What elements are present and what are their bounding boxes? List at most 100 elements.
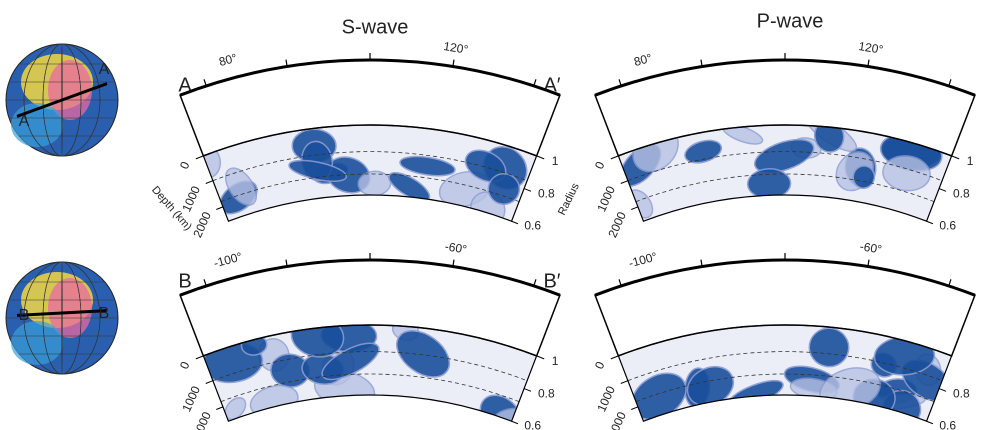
radius-tick-label: 0.8 (953, 186, 970, 200)
dashed-depth (627, 351, 943, 382)
longitude-tick (700, 59, 703, 67)
longitude-tick (203, 79, 207, 87)
depth-tick-label: 1000 (179, 384, 203, 414)
longitude-tick (452, 59, 455, 67)
radius-tick-label: 0.6 (939, 219, 956, 233)
longitude-label: 80° (632, 51, 653, 69)
longitude-tick (948, 79, 952, 87)
meridian (23, 43, 101, 157)
longitude-tick (533, 279, 537, 287)
longitude-label: 120° (442, 39, 469, 57)
meridian (23, 261, 101, 375)
anomaly (808, 327, 850, 368)
depth-tick (610, 155, 619, 160)
column-title: P-wave (757, 10, 824, 32)
depth-tick (205, 180, 214, 184)
anomaly (882, 155, 931, 192)
section-start: B (178, 270, 191, 292)
depth-tick (216, 206, 224, 210)
radius-tick (536, 155, 545, 160)
depth-tick (631, 406, 639, 410)
depth-tick-label: 0 (177, 159, 193, 171)
longitude-label: 120° (857, 39, 884, 57)
dashed-depth (627, 151, 943, 182)
longitude-tick (285, 59, 288, 67)
longitude-label: 80° (217, 51, 238, 69)
radius-axis-label: Radius (556, 181, 582, 217)
ocean (11, 321, 63, 365)
globe: AA (5, 43, 119, 157)
radius-tick-label: 0.6 (939, 419, 956, 430)
longitude-label: -100° (627, 249, 659, 270)
section-outline (202, 124, 538, 223)
dashed-depth (212, 151, 528, 182)
dashed-depth (212, 351, 528, 382)
anomaly (321, 342, 380, 381)
depth-tick (620, 380, 629, 384)
anomalies (619, 124, 943, 219)
radius-tick (523, 388, 532, 392)
column-title: S-wave (342, 16, 409, 38)
longitude-label: -60° (859, 239, 883, 256)
longitude-tick (285, 259, 288, 267)
anomaly (852, 165, 876, 189)
section-line (16, 82, 108, 118)
section-outline (617, 124, 953, 223)
depth-tick (205, 380, 214, 384)
depth-tick-label: 0 (177, 359, 193, 371)
longitude-tick (867, 259, 870, 267)
longitude-tick (533, 79, 537, 87)
longitude-tick (452, 259, 455, 267)
anomaly (396, 330, 451, 378)
depth-tick (610, 355, 619, 360)
radius-tick-label: 0.8 (538, 386, 555, 400)
globe-label: A (99, 61, 110, 78)
section-end: B′ (543, 270, 560, 292)
depth-tick-label: 1000 (179, 184, 203, 214)
depth-tick (620, 180, 629, 184)
radius-tick (536, 355, 545, 360)
longitude-tick (203, 279, 207, 287)
outer-arc (594, 258, 976, 297)
anomaly (388, 171, 431, 202)
radius-tick-label: 0.8 (953, 386, 970, 400)
longitude-tick (618, 279, 622, 287)
radius-tick-label: 0.6 (524, 219, 541, 233)
radius-tick (926, 420, 934, 425)
radius-tick (523, 188, 532, 192)
longitude-label: -60° (444, 239, 468, 256)
globe-label: B (19, 307, 30, 324)
depth-tick (631, 206, 639, 210)
depth-tick-label: 1000 (594, 184, 618, 214)
radius-tick (951, 155, 960, 160)
radius-tick-label: 1 (967, 154, 974, 168)
longitude-tick (948, 279, 952, 287)
section-outline (202, 324, 538, 423)
anomaly (684, 139, 723, 164)
anomaly (753, 138, 815, 174)
longitude-tick (618, 79, 622, 87)
depth-tick (195, 155, 204, 160)
outer-arc (594, 58, 976, 97)
globe-label: B (99, 305, 110, 322)
depth-tick (216, 406, 224, 410)
anomaly (224, 167, 258, 206)
depth-tick-label: 2000 (190, 409, 214, 430)
radius-tick (511, 220, 519, 225)
longitude-tick (867, 59, 870, 67)
anomaly (399, 155, 456, 177)
globe-label: A (19, 113, 30, 130)
depth-tick-label: 0 (592, 159, 608, 171)
anomaly (487, 173, 521, 205)
radius-tick-label: 1 (552, 154, 559, 168)
depth-tick-label: 0 (592, 359, 608, 371)
radius-tick (511, 420, 519, 425)
longitude-tick (700, 259, 703, 267)
section-outline (617, 324, 953, 423)
radius-tick-label: 0.6 (524, 419, 541, 430)
depth-tick-label: 2000 (605, 409, 629, 430)
